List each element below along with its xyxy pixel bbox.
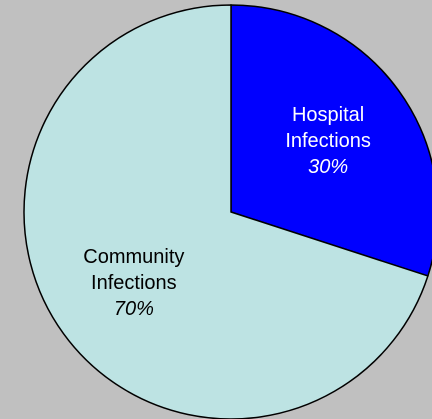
pie-slice bbox=[23, 4, 429, 419]
slice-label: Hospital Infections 30% bbox=[258, 102, 398, 180]
category-label: Community Infections bbox=[83, 245, 185, 294]
category-label: Hospital Infections bbox=[285, 104, 371, 153]
slice-label: Community Infections 70% bbox=[64, 244, 204, 322]
value-label: 30% bbox=[308, 156, 349, 179]
pie-slice bbox=[230, 4, 432, 277]
value-label: 70% bbox=[113, 297, 154, 320]
